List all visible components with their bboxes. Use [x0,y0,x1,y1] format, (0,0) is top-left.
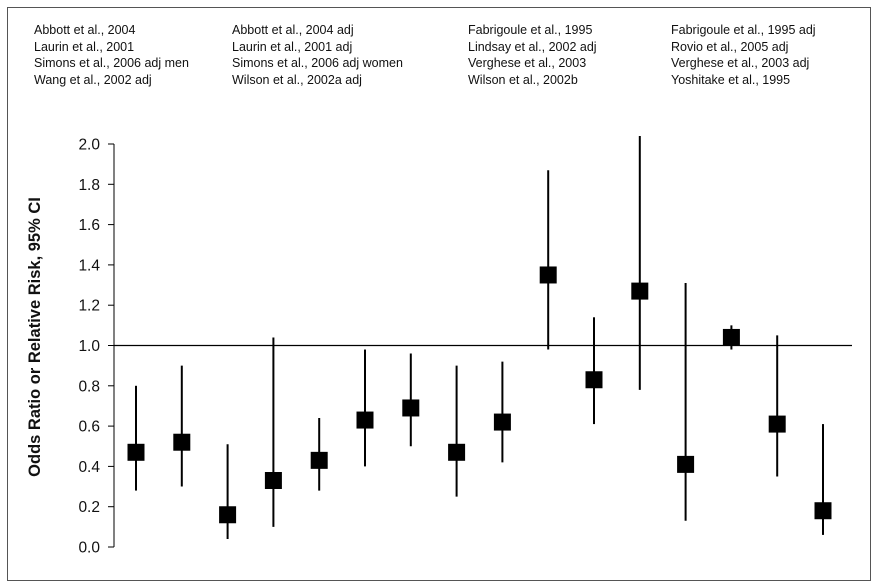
y-tick-label: 1.8 [78,177,100,194]
point-estimate-marker [127,443,145,461]
legend-item: Simons et al., 2006 adj women [232,56,403,70]
point-estimate-marker [631,282,649,300]
point-estimate-marker [356,411,374,429]
study-estimate [402,353,420,447]
study-estimate [127,385,145,491]
legend-item: Fabrigoule et al., 1995 [468,23,593,37]
y-tick-label: 0.6 [78,419,100,436]
legend-item: Laurin et al., 2001 adj [232,39,353,54]
y-tick-label: 0.2 [78,499,100,516]
legend-item: Verghese et al., 2003 adj [671,56,810,70]
study-estimate [677,283,695,521]
figure-frame [7,7,871,581]
legend-column-4: Fabrigoule et al., 1995 adj Rovio et al.… [671,22,816,88]
y-axis: 0.0 0.2 0.4 0.6 0.8 1.0 1.2 1.4 1.6 1.8 2.0 [78,137,115,557]
legend-item: Simons et al., 2006 adj men [34,56,189,70]
legend-item: Abbott et al., 2004 adj [232,23,354,37]
y-tick-label: 0.4 [78,459,100,476]
y-tick-label: 1.4 [78,257,100,274]
legend-column-3: Fabrigoule et al., 1995 Lindsay et al., … [468,22,597,88]
study-estimate [264,337,282,527]
legend-item: Wilson et al., 2002b [468,72,578,87]
data-marks [127,135,832,539]
point-estimate-marker [219,506,237,524]
study-estimate [722,325,740,350]
legend-column-1: Abbott et al., 2004 Laurin et al., 2001 … [34,22,189,88]
y-tick-label: 0.0 [78,540,100,557]
study-estimate [768,335,786,477]
legend-item: Wilson et al., 2002a adj [232,72,362,87]
y-axis-label: Odds Ratio or Relative Risk, 95% CI [26,197,44,477]
y-tick-label: 1.6 [78,217,100,234]
study-estimate [219,444,237,539]
legend-item: Fabrigoule et al., 1995 adj [671,23,816,37]
legend-column-2: Abbott et al., 2004 adj Laurin et al., 2… [232,22,403,88]
point-estimate-marker [264,472,282,490]
study-estimate [493,361,511,463]
study-estimate [448,365,466,497]
point-estimate-marker [310,451,328,469]
y-tick-label: 0.8 [78,378,100,395]
legend-item: Wang et al., 2002 adj [34,72,152,87]
study-estimate [173,365,191,487]
study-estimate [356,349,374,467]
point-estimate-marker [814,502,832,520]
legend-item: Yoshitake et al., 1995 [671,72,791,87]
point-estimate-marker [539,266,557,284]
point-estimate-marker [402,399,420,417]
study-estimate [814,424,832,535]
legend-item: Abbott et al., 2004 [34,23,136,37]
legend-item: Verghese et al., 2003 [468,56,587,70]
legend-item: Rovio et al., 2005 adj [671,39,789,54]
y-tick-label: 2.0 [78,137,100,154]
point-estimate-marker [493,413,511,431]
point-estimate-marker [585,371,603,389]
study-estimate [631,135,649,390]
study-estimate [585,317,603,425]
y-tick-label: 1.2 [78,298,100,315]
legend-item: Laurin et al., 2001 [34,39,135,54]
point-estimate-marker [722,328,740,346]
point-estimate-marker [677,455,695,473]
y-tick-label: 1.0 [78,338,100,355]
point-estimate-marker [768,415,786,433]
point-estimate-marker [448,443,466,461]
study-estimate [310,418,328,491]
point-estimate-marker [173,433,191,451]
study-estimate [539,170,557,350]
legend-item: Lindsay et al., 2002 adj [468,39,597,54]
